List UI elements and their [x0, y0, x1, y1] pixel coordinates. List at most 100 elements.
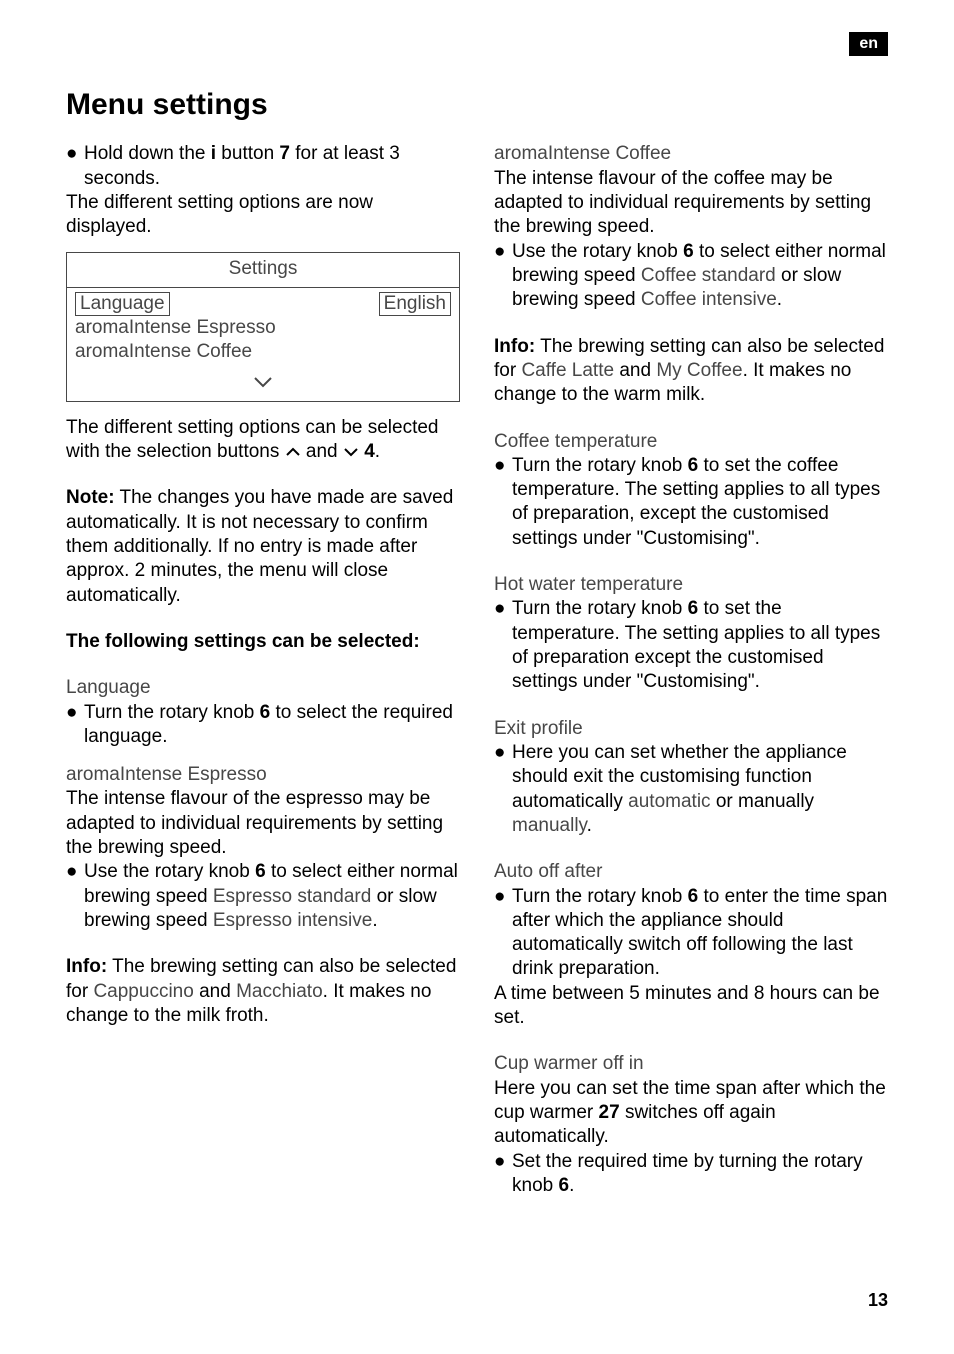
text: Use the rotary knob [512, 241, 683, 262]
text: The changes you have made are saved auto… [66, 487, 453, 605]
ep-heading: Exit profile [494, 717, 888, 741]
info-label: Info: [494, 336, 535, 357]
bullet-icon: ● [494, 1150, 512, 1199]
aie-bullet: ● Use the rotary knob 6 to select either… [66, 860, 460, 933]
text: and [301, 441, 343, 462]
text: and [614, 360, 656, 381]
text: Turn the rotary knob [512, 886, 688, 907]
option: Coffee intensive [641, 289, 777, 310]
aic-bullet: ● Use the rotary knob 6 to select either… [494, 240, 888, 313]
text: Turn the rotary knob 6 to enter the time… [512, 885, 888, 982]
text: . [569, 1175, 574, 1196]
ct-heading: Coffee temperature [494, 430, 888, 454]
text: Set the required time by turning the rot… [512, 1150, 888, 1199]
button-ref: 6 [260, 702, 271, 723]
display-title: Settings [67, 253, 459, 288]
text: . [777, 289, 782, 310]
text: Hold down the [84, 143, 211, 164]
info-label: Info: [66, 956, 107, 977]
display-row: aromaIntense Coffee [75, 340, 451, 364]
content-columns: ● Hold down the i button 7 for at least … [66, 142, 888, 1198]
text: . [587, 815, 592, 836]
button-ref: 27 [599, 1102, 620, 1123]
chevron-up-icon [285, 447, 301, 457]
text: Turn the rotary knob [84, 702, 260, 723]
cw-heading: Cup warmer off in [494, 1052, 888, 1076]
note-label: Note: [66, 487, 115, 508]
ao-heading: Auto off after [494, 860, 888, 884]
text: Turn the rotary knob 6 to select the req… [84, 701, 460, 750]
right-column: aromaIntense Coffee The intense flavour … [494, 142, 888, 1198]
intro-bullet: ● Hold down the i button 7 for at least … [66, 142, 460, 191]
aie-para: The intense flavour of the espresso may … [66, 787, 460, 860]
ep-bullet: ● Here you can set whether the appliance… [494, 741, 888, 838]
bullet-icon: ● [494, 240, 512, 313]
intro-para: The different setting options are now di… [66, 191, 460, 240]
aic-para: The intense flavour of the coffee may be… [494, 167, 888, 240]
option: Espresso standard [213, 886, 371, 907]
display-row-language: Language English [75, 292, 451, 316]
option: Coffee standard [641, 265, 776, 286]
hw-bullet: ● Turn the rotary knob 6 to set the temp… [494, 597, 888, 694]
ao-bullet: ● Turn the rotary knob 6 to enter the ti… [494, 885, 888, 982]
cw-bullet: ● Set the required time by turning the r… [494, 1150, 888, 1199]
bullet-icon: ● [494, 741, 512, 838]
info2-para: Info: The brewing setting can also be se… [494, 335, 888, 408]
option: manually [512, 815, 587, 836]
text: and [194, 981, 236, 1002]
display-row: aromaIntense Espresso [75, 316, 451, 340]
text: Turn the rotary knob [512, 598, 688, 619]
ct-bullet: ● Turn the rotary knob 6 to set the coff… [494, 454, 888, 551]
option: automatic [628, 791, 710, 812]
text: button [216, 143, 279, 164]
text: . [375, 441, 380, 462]
text: Turn the rotary knob 6 to set the temper… [512, 597, 888, 694]
display-body: Language English aromaIntense Espresso a… [67, 288, 459, 368]
option: Caffe Latte [521, 360, 614, 381]
button-ref: 6 [683, 241, 694, 262]
cw-para: Here you can set the time span after whi… [494, 1077, 888, 1150]
selectable-heading: The following settings can be selected: [66, 630, 460, 654]
ao-para2: A time between 5 minutes and 8 hours can… [494, 982, 888, 1031]
option: Macchiato [236, 981, 323, 1002]
note-para: Note: The changes you have made are save… [66, 486, 460, 608]
option: My Coffee [656, 360, 742, 381]
page-title: Menu settings [66, 86, 888, 124]
page-number: 13 [868, 1289, 888, 1312]
text: Use the rotary knob 6 to select either n… [512, 240, 888, 313]
hw-heading: Hot water temperature [494, 573, 888, 597]
bullet-icon: ● [494, 597, 512, 694]
bullet-icon: ● [494, 885, 512, 982]
aie-heading: aromaIntense Espresso [66, 763, 460, 787]
button-ref: 7 [279, 143, 290, 164]
button-ref: 6 [255, 861, 266, 882]
option: Cappuccino [93, 981, 193, 1002]
display-language-value: English [379, 292, 451, 316]
bullet-icon: ● [494, 454, 512, 551]
text: Turn the rotary knob [512, 455, 688, 476]
text: or manually [711, 791, 815, 812]
language-heading: Language [66, 676, 460, 700]
bullet-icon: ● [66, 860, 84, 933]
display-language-label: Language [75, 292, 170, 316]
text: Use the rotary knob [84, 861, 255, 882]
bullet-icon: ● [66, 142, 84, 191]
aic-heading: aromaIntense Coffee [494, 142, 888, 166]
button-ref: 6 [688, 455, 699, 476]
left-column: ● Hold down the i button 7 for at least … [66, 142, 460, 1198]
button-ref: 4 [364, 441, 375, 462]
text: Here you can set whether the appliance s… [512, 741, 888, 838]
text: The different setting options can be sel… [66, 417, 439, 462]
display-down-arrow [67, 368, 459, 400]
intro-bullet-text: Hold down the i button 7 for at least 3 … [84, 142, 460, 191]
text: Use the rotary knob 6 to select either n… [84, 860, 460, 933]
chevron-down-icon [253, 376, 273, 388]
chevron-down-icon [343, 447, 359, 457]
after-box-para: The different setting options can be sel… [66, 416, 460, 465]
language-bullet: ● Turn the rotary knob 6 to select the r… [66, 701, 460, 750]
bullet-icon: ● [66, 701, 84, 750]
button-ref: 6 [688, 598, 699, 619]
language-tab: en [849, 32, 888, 56]
text: . [372, 910, 377, 931]
button-ref: 6 [558, 1175, 569, 1196]
